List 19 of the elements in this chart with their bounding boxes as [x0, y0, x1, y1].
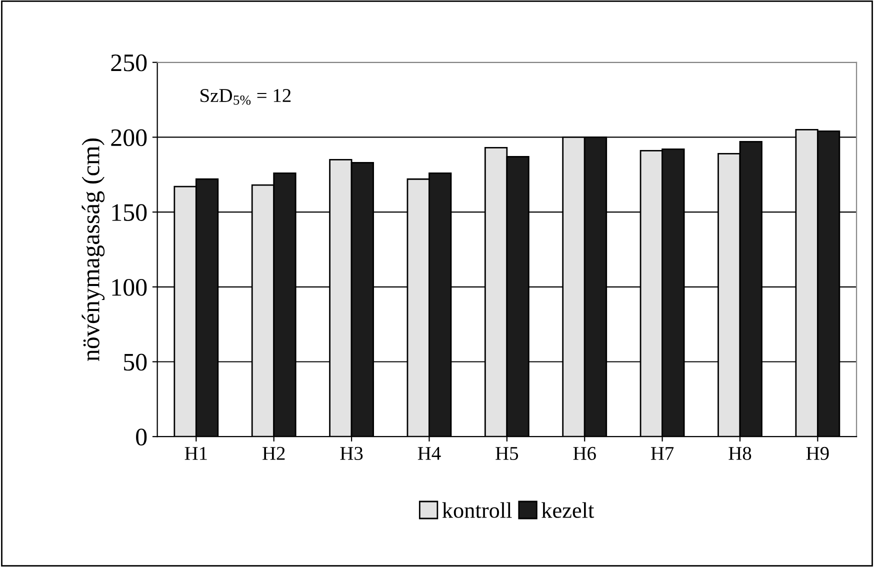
y-tick-label: 150 — [112, 204, 147, 221]
y-tick-label: 0 — [136, 428, 147, 446]
y-axis-title: növénymagasság (cm) — [82, 138, 105, 362]
x-tick-label: H1 — [184, 446, 207, 460]
x-tick-label: H5 — [496, 447, 518, 460]
legend-label: kontroll — [442, 502, 512, 518]
y-tick-label: 250 — [111, 54, 147, 72]
x-tick-label: H9 — [806, 446, 829, 460]
y-tick-label: 200 — [111, 129, 147, 146]
x-tick-label: H3 — [340, 446, 363, 460]
x-tick-label: H6 — [573, 446, 596, 460]
x-tick-label: H7 — [650, 447, 674, 460]
y-tick-label: 50 — [124, 354, 147, 371]
x-tick-label: H4 — [418, 447, 441, 460]
legend-label: kezelt — [542, 502, 594, 518]
y-tick-label: 100 — [112, 278, 147, 296]
x-tick-label: H8 — [728, 446, 752, 460]
annotation: SzD$_{5%}$ = 12 — [200, 89, 291, 105]
x-tick-label: H2 — [262, 446, 285, 460]
